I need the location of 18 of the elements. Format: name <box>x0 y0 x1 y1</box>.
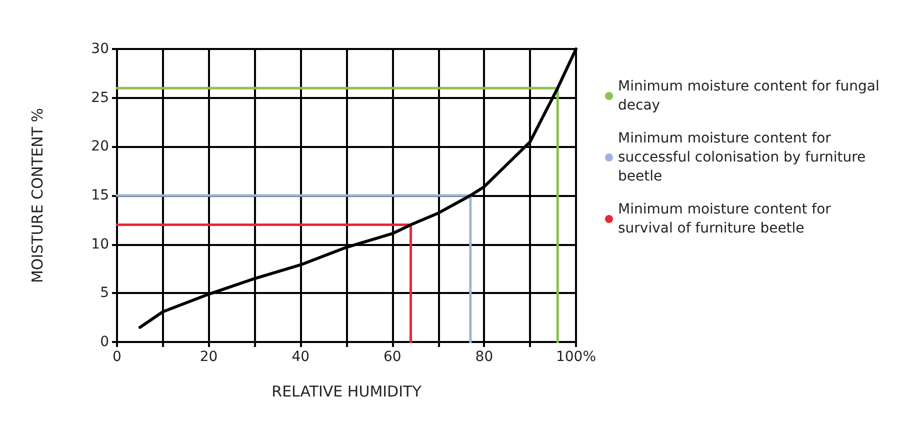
y-tick-label: 10 <box>91 236 109 252</box>
y-tick-label: 20 <box>91 138 109 155</box>
x-tick-label: 80 <box>475 349 494 365</box>
y-axis-title: MOISTURE CONTENT % <box>28 108 46 284</box>
y-tick-label: 0 <box>100 334 109 350</box>
x-tick-label: 100% <box>556 349 596 365</box>
legend-label: Minimum moisture content for fungal decay <box>618 78 884 114</box>
legend-label: Minimum moisture content for survival of furniture beetle <box>618 202 836 236</box>
y-tick-label: 30 <box>91 41 109 57</box>
y-tick-label: 5 <box>100 285 109 302</box>
y-tick-label: 15 <box>91 188 109 204</box>
x-tick-label: 40 <box>292 349 310 365</box>
x-tick-label: 0 <box>112 349 122 365</box>
legend-label: Minimum moisture content for successful colonisation by furniture beetle <box>618 130 870 184</box>
x-tick-label: 20 <box>200 349 218 365</box>
x-tick-label: 60 <box>383 349 402 365</box>
x-axis-title: RELATIVE HUMIDITY <box>272 382 422 400</box>
y-tick-label: 25 <box>91 90 109 106</box>
